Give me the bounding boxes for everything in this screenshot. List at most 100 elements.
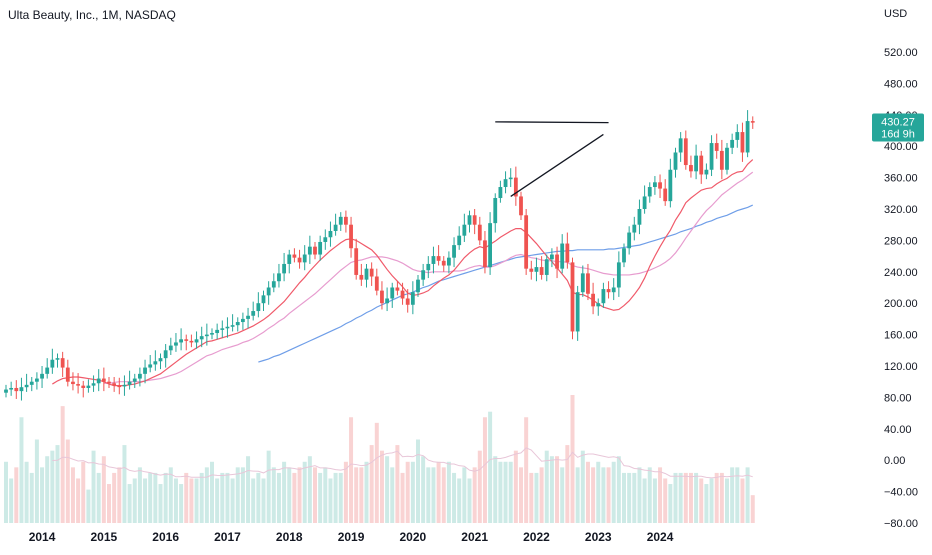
volume-bar (467, 478, 472, 523)
candle (297, 249, 302, 269)
candle-body (503, 179, 508, 188)
candle-body (704, 169, 709, 175)
volume-bar (555, 456, 560, 523)
candle-body (740, 132, 745, 153)
volume-bar (544, 450, 549, 523)
candle (616, 251, 621, 297)
time-tick-label: 2022 (523, 530, 550, 544)
volume-bar (740, 478, 745, 523)
candle-body (683, 138, 688, 166)
volume-bar (45, 456, 50, 523)
candle-body (174, 342, 178, 346)
candle (65, 359, 70, 387)
candle-body (457, 235, 462, 246)
candle-body (395, 287, 400, 291)
price-tick-label: 480.00 (884, 78, 918, 90)
candle-body (277, 273, 281, 282)
candle-body (138, 373, 142, 379)
volume-bar (29, 472, 34, 523)
volume-bar (65, 439, 70, 523)
volume-bar (570, 395, 575, 523)
candle-body (493, 198, 498, 224)
volume-bar (101, 456, 106, 523)
volume-bar (189, 478, 194, 523)
candle (287, 249, 292, 274)
candle (354, 238, 359, 280)
time-tick-label: 2018 (276, 530, 303, 544)
candle (261, 290, 266, 312)
candle-body (210, 333, 214, 335)
candle-body (508, 177, 513, 180)
candle (611, 278, 616, 301)
candle (168, 337, 173, 356)
candle-body (601, 289, 606, 304)
volume-bar (148, 472, 153, 523)
candle-body (55, 358, 60, 360)
candle (622, 243, 626, 268)
time-tick-label: 2017 (214, 530, 241, 544)
volume-bar (482, 417, 487, 523)
volume-bar (55, 445, 60, 523)
candle-body (225, 326, 230, 329)
volume-bar (709, 478, 714, 523)
volume-bar (50, 450, 55, 523)
candle (122, 375, 127, 396)
candle (158, 353, 163, 370)
candle (143, 359, 147, 384)
candle (663, 179, 668, 206)
price-tick-label: 320.00 (884, 204, 918, 216)
volume-bar (683, 472, 688, 523)
candle (565, 232, 570, 269)
candle (467, 210, 472, 233)
volume-bar (184, 472, 189, 523)
time-axis: 2014 2015 2016 2017 2018 2019 2020 2021 2022 2023… (29, 530, 674, 544)
candles-layer (4, 110, 755, 401)
price-tick-label: 160.00 (884, 330, 918, 342)
candle-body (91, 383, 96, 386)
candle (606, 281, 611, 299)
candle-body (50, 359, 55, 368)
candle (503, 171, 508, 194)
candle-body (246, 315, 250, 319)
candle (251, 301, 256, 321)
candle (148, 355, 153, 373)
candle-body (168, 345, 173, 351)
candle-body (472, 215, 477, 225)
candle-body (483, 240, 487, 268)
candle (235, 317, 240, 332)
volume-bar (529, 472, 534, 523)
volume-bar (549, 456, 554, 523)
candle (519, 191, 523, 220)
trendline-layer (495, 121, 609, 197)
candle (709, 135, 714, 177)
volume-bar (560, 467, 565, 523)
candle (400, 282, 405, 305)
volume-bar (328, 478, 333, 523)
volume-bar (349, 417, 354, 523)
candle (210, 328, 214, 340)
volume-bar (580, 450, 585, 523)
candle-body (220, 328, 225, 330)
candle-body (658, 182, 662, 189)
candle (431, 246, 436, 274)
candle-body (230, 325, 235, 327)
volume-bar (246, 456, 251, 523)
candle-body (29, 381, 34, 385)
candle-body (709, 143, 714, 170)
candle-body (338, 216, 343, 225)
candle (96, 369, 101, 392)
candle (204, 323, 209, 346)
candle-body (735, 132, 740, 140)
candle (447, 251, 451, 274)
volume-bar (503, 461, 508, 523)
candle (380, 281, 384, 310)
candle (513, 166, 518, 206)
candle (199, 326, 204, 348)
time-tick-label: 2020 (399, 530, 426, 544)
volume-bar (297, 467, 302, 523)
candle (127, 370, 132, 390)
volume-bar (240, 467, 245, 523)
candle (86, 379, 91, 393)
